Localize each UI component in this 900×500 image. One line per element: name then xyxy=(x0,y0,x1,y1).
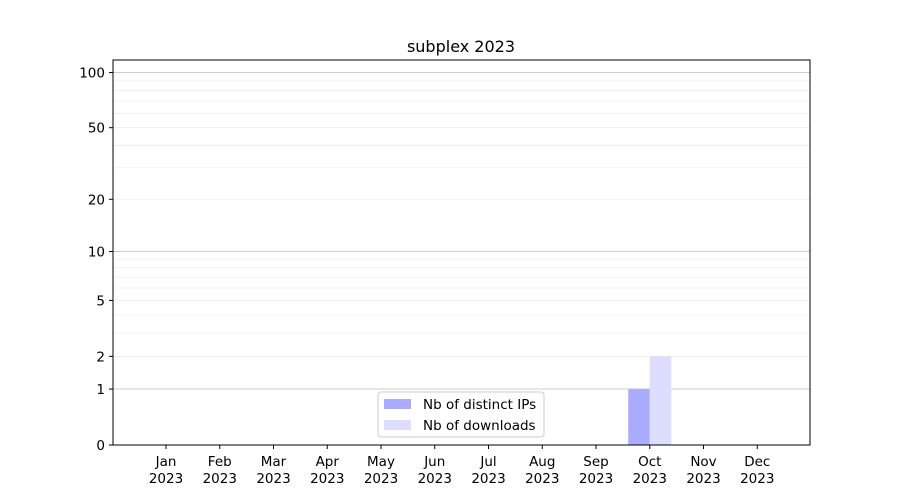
plot-frame xyxy=(112,59,811,446)
x-tick-label-year: 2023 xyxy=(471,471,505,487)
y-tick-label: 2 xyxy=(96,349,105,365)
x-tick-label: Feb xyxy=(208,454,232,470)
x-tick-label-year: 2023 xyxy=(149,471,183,487)
y-tick-label: 100 xyxy=(79,66,105,82)
bar-downloads xyxy=(649,356,672,445)
x-tick-label-year: 2023 xyxy=(418,471,452,487)
y-tick-label: 5 xyxy=(96,293,105,309)
x-tick-label-year: 2023 xyxy=(256,471,290,487)
x-tick-label-year: 2023 xyxy=(525,471,559,487)
x-tick-label: Oct xyxy=(638,454,661,470)
x-tick-label-year: 2023 xyxy=(633,471,667,487)
bar-distinct-ips xyxy=(628,389,650,445)
x-tick-label-year: 2023 xyxy=(740,471,774,487)
x-tick-label: May xyxy=(367,454,395,470)
x-tick-label: Jun xyxy=(423,454,445,470)
legend-swatch-ips xyxy=(384,399,411,409)
x-tick-label: Jan xyxy=(155,454,177,470)
y-tick-label: 50 xyxy=(88,121,105,137)
y-tick-label: 10 xyxy=(88,244,105,260)
y-tick-label: 0 xyxy=(96,438,105,454)
x-tick-label-year: 2023 xyxy=(364,471,398,487)
legend-box xyxy=(377,391,545,438)
y-tick-label: 20 xyxy=(88,192,105,208)
x-tick-label: Mar xyxy=(261,454,287,470)
x-tick-label-year: 2023 xyxy=(203,471,237,487)
y-tick-label: 1 xyxy=(96,382,105,398)
x-tick-label: Jul xyxy=(479,454,496,470)
x-tick-label: Dec xyxy=(744,454,770,470)
x-tick-label: Apr xyxy=(316,454,340,470)
x-tick-label-year: 2023 xyxy=(310,471,344,487)
x-tick-label: Aug xyxy=(529,454,555,470)
x-tick-label-year: 2023 xyxy=(579,471,613,487)
legend-swatch-downloads xyxy=(384,420,411,430)
legend-label-ips: Nb of distinct IPs xyxy=(423,397,536,413)
x-tick-label-year: 2023 xyxy=(686,471,720,487)
x-tick-label: Sep xyxy=(583,454,608,470)
chart-title: subplex 2023 xyxy=(407,37,515,56)
legend-label-downloads: Nb of downloads xyxy=(423,418,536,434)
x-tick-label: Nov xyxy=(690,454,716,470)
legend: Nb of distinct IPs Nb of downloads xyxy=(377,391,545,438)
